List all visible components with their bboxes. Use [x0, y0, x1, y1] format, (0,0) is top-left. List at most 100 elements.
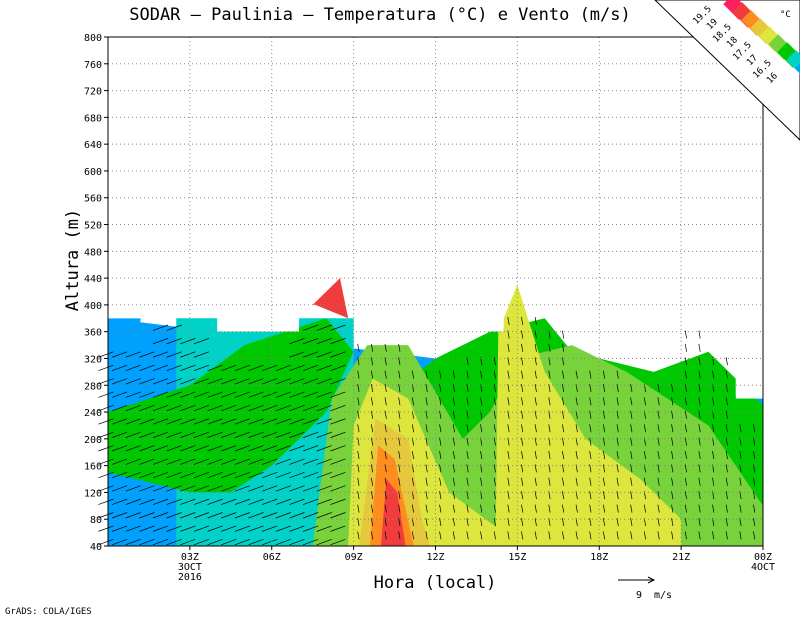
- wind-arrow: [534, 450, 537, 459]
- wind-arrow: [534, 330, 537, 339]
- wind-arrow: [125, 472, 141, 479]
- wind-arrow: [207, 512, 223, 519]
- wind-arrow: [98, 458, 114, 465]
- wind-arrow: [521, 384, 524, 393]
- wind-arrow: [357, 504, 360, 513]
- wind-arrow: [262, 472, 278, 479]
- y-tick-label: 320: [84, 354, 102, 365]
- plot-frame: [107, 36, 764, 547]
- temp-region-2: [108, 318, 354, 493]
- wind-arrow: [384, 357, 387, 366]
- y-tick-label: 200: [84, 435, 102, 446]
- wind-arrow: [275, 445, 291, 452]
- wind-arrow: [111, 485, 128, 492]
- wind-arrow: [575, 504, 578, 513]
- wind-arrow: [111, 445, 128, 452]
- wind-arrow: [262, 445, 278, 452]
- wind-arrow: [589, 437, 592, 446]
- wind-arrow: [739, 504, 742, 513]
- wind-arrow: [98, 485, 114, 492]
- wind-arrow: [698, 477, 701, 486]
- wind-arrow: [180, 418, 196, 425]
- wind-arrow: [384, 517, 387, 526]
- wind-arrow: [398, 424, 401, 433]
- wind-arrow: [589, 410, 592, 419]
- x-tick-label: 06Z: [263, 552, 281, 563]
- wind-arrow: [302, 445, 319, 452]
- wind-arrow: [698, 410, 701, 419]
- wind-arrow: [166, 405, 182, 412]
- wind-arrow: [684, 330, 687, 339]
- wind-arrow: [562, 343, 565, 352]
- wind-arrow: [725, 410, 728, 419]
- wind-arrow: [180, 458, 196, 465]
- wind-arrow: [180, 512, 196, 519]
- wind-arrow: [302, 418, 319, 425]
- wind-arrow: [330, 418, 346, 425]
- footer-credit: GrADS: COLA/IGES: [5, 607, 92, 617]
- wind-arrow: [125, 431, 141, 438]
- wind-arrow: [684, 343, 687, 352]
- wind-arrow: [207, 458, 223, 465]
- wind-arrow: [125, 418, 141, 425]
- x-tick-sublabel: 3OCT: [178, 562, 202, 573]
- wind-arrow: [357, 517, 360, 526]
- wind-arrow: [425, 450, 428, 459]
- wind-arrow: [289, 405, 305, 412]
- wind-arrow: [180, 378, 196, 385]
- wind-arrow: [275, 458, 291, 465]
- wind-arrow: [562, 357, 565, 366]
- wind-arrow: [671, 424, 674, 433]
- wind-arrow: [684, 450, 687, 459]
- wind-arrow: [534, 384, 537, 393]
- wind-arrow: [575, 370, 578, 379]
- wind-arrow: [180, 472, 196, 479]
- wind-arrow: [98, 351, 114, 358]
- wind-arrow: [698, 384, 701, 393]
- wind-arrow: [234, 378, 251, 385]
- wind-arrow: [439, 397, 442, 406]
- wind-arrow: [330, 338, 346, 345]
- wind-arrow: [657, 384, 660, 393]
- wind-arrow: [139, 498, 155, 505]
- wind-arrow: [384, 450, 387, 459]
- wind-arrow: [425, 491, 428, 500]
- wind-arrow: [221, 378, 237, 385]
- wind-arrow: [370, 397, 374, 406]
- wind-arrow: [466, 424, 469, 433]
- wind-arrow: [370, 477, 374, 486]
- wind-arrow: [139, 351, 155, 358]
- wind-arrow: [152, 378, 169, 385]
- wind-arrow: [193, 378, 210, 385]
- wind-arrow: [98, 525, 114, 532]
- y-tick-label: 240: [84, 408, 102, 419]
- wind-arrow: [384, 410, 387, 419]
- wind-arrow: [370, 410, 374, 419]
- wind-arrow: [602, 437, 606, 446]
- wind-arrow: [452, 437, 455, 446]
- wind-arrow: [330, 512, 346, 519]
- wind-arrow: [139, 485, 155, 492]
- wind-arrow: [411, 477, 415, 486]
- wind-arrow: [207, 405, 223, 412]
- wind-arrow: [725, 370, 728, 379]
- wind-arrow: [111, 418, 128, 425]
- wind-arrow: [289, 445, 305, 452]
- wind-arrow: [289, 378, 305, 385]
- wind-arrow: [493, 370, 496, 379]
- wind-arrow: [370, 464, 374, 473]
- wind-arrow: [452, 477, 455, 486]
- wind-arrow: [180, 445, 196, 452]
- wind-arrow: [193, 391, 210, 398]
- wind-arrow: [684, 437, 687, 446]
- wind-arrow: [466, 450, 469, 459]
- wind-arrow: [370, 384, 374, 393]
- wind-arrow: [562, 450, 565, 459]
- wind-arrow: [275, 391, 291, 398]
- wind-arrow: [398, 491, 401, 500]
- wind-arrow: [712, 531, 715, 540]
- wind-arrow: [370, 357, 374, 366]
- wind-arrow: [384, 384, 387, 393]
- wind-arrow: [398, 397, 401, 406]
- wind-arrow: [357, 477, 360, 486]
